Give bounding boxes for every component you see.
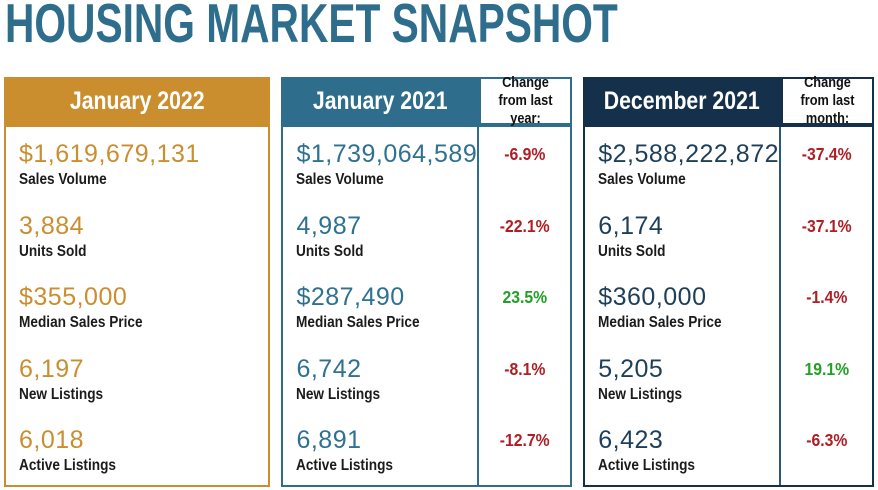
metric-label: Sales Volume <box>19 171 107 188</box>
metric-median-sales-price: $360,000 Median Sales Price <box>585 270 779 342</box>
change-cell: -6.9% <box>479 127 570 199</box>
panels-container: January 2022 $1,619,679,131 Sales Volume… <box>4 75 874 487</box>
metric-sales-volume: $2,588,222,872 Sales Volume <box>585 127 779 199</box>
panel-december-2021-header: December 2021 Change from last month: <box>583 75 874 127</box>
change-value: -8.1% <box>504 358 546 379</box>
change-value: -1.4% <box>805 287 848 308</box>
metric-value: $1,619,679,131 <box>19 140 200 168</box>
metric-value: 5,205 <box>598 354 664 383</box>
metric-value: $355,000 <box>19 283 128 312</box>
panel-january-2021-header: January 2021 Change from last year: <box>281 75 573 127</box>
metric-value: $1,739,064,589 <box>296 140 478 168</box>
panel-title: December 2021 <box>583 77 781 125</box>
panel-december-2021-body: $2,588,222,872 Sales Volume 6,174 Units … <box>583 125 874 487</box>
metric-label: Median Sales Price <box>19 314 143 332</box>
metric-value: 6,174 <box>598 211 664 240</box>
panel-january-2022-header: January 2022 <box>4 77 271 125</box>
change-from-last-year-header: Change from last year: <box>479 75 573 127</box>
metric-label: Sales Volume <box>598 171 686 188</box>
panel-title: January 2022 <box>4 77 270 125</box>
metric-label: Units Sold <box>296 242 364 260</box>
metric-value: 6,423 <box>598 426 664 455</box>
change-value: -6.9% <box>504 144 546 164</box>
metric-label: Units Sold <box>598 242 666 260</box>
change-cell: -8.1% <box>479 342 570 414</box>
panel-title-text: January 2021 <box>312 86 448 115</box>
metric-label: Units Sold <box>19 242 87 260</box>
metric-sales-volume: $1,619,679,131 Sales Volume <box>6 127 268 199</box>
metric-value: 4,987 <box>296 211 362 240</box>
metric-sales-volume: $1,739,064,589 Sales Volume <box>283 127 477 199</box>
change-value: -12.7% <box>499 430 550 451</box>
metric-units-sold: 6,174 Units Sold <box>585 199 779 271</box>
change-from-last-month-header: Change from last month: <box>781 75 874 127</box>
metric-new-listings: 6,197 New Listings <box>6 342 268 414</box>
metric-new-listings: 5,205 New Listings <box>585 342 779 414</box>
change-cell: -6.3% <box>781 413 872 485</box>
metrics-column: $1,619,679,131 Sales Volume 3,884 Units … <box>6 127 268 485</box>
change-cell: -37.4% <box>781 127 872 199</box>
metric-label: Median Sales Price <box>296 314 421 332</box>
metric-median-sales-price: $287,490 Median Sales Price <box>283 270 477 342</box>
metric-units-sold: 4,987 Units Sold <box>283 199 477 271</box>
metric-new-listings: 6,742 New Listings <box>283 342 477 414</box>
change-cell: 23.5% <box>479 270 570 342</box>
metric-value: $287,490 <box>296 283 405 312</box>
change-value: 19.1% <box>804 358 849 379</box>
metric-label: Active Listings <box>296 457 394 475</box>
metric-units-sold: 3,884 Units Sold <box>6 199 268 271</box>
metrics-column: $1,739,064,589 Sales Volume 4,987 Units … <box>283 127 477 485</box>
change-value: -6.3% <box>805 430 848 451</box>
change-value: -22.1% <box>499 215 550 236</box>
changes-column: -37.4% -37.1% -1.4% 19.1% -6.3% <box>779 127 872 485</box>
metric-label: Median Sales Price <box>598 314 722 332</box>
panel-december-2021: December 2021 Change from last month: $2… <box>583 75 874 487</box>
change-cell: -37.1% <box>781 199 872 271</box>
page-title: HOUSING MARKET SNAPSHOT <box>5 0 618 54</box>
change-value: -37.4% <box>801 144 852 164</box>
metric-active-listings: 6,891 Active Listings <box>283 413 477 485</box>
panel-january-2022: January 2022 $1,619,679,131 Sales Volume… <box>4 77 271 487</box>
metric-value: $2,588,222,872 <box>598 140 779 168</box>
metric-median-sales-price: $355,000 Median Sales Price <box>6 270 268 342</box>
metrics-column: $2,588,222,872 Sales Volume 6,174 Units … <box>585 127 779 485</box>
metric-label: Active Listings <box>598 457 696 475</box>
change-value: -37.1% <box>801 215 852 236</box>
metric-label: Active Listings <box>19 457 117 475</box>
panel-january-2021: January 2021 Change from last year: $1,7… <box>281 75 573 487</box>
metric-label: New Listings <box>19 385 104 403</box>
metric-value: 3,884 <box>19 211 85 240</box>
metric-label: New Listings <box>296 385 381 403</box>
panel-title-text: December 2021 <box>604 86 761 115</box>
panel-january-2021-body: $1,739,064,589 Sales Volume 4,987 Units … <box>281 125 573 487</box>
metric-value: 6,891 <box>296 426 362 455</box>
metric-active-listings: 6,423 Active Listings <box>585 413 779 485</box>
panel-title: January 2021 <box>281 77 479 125</box>
panel-january-2022-body: $1,619,679,131 Sales Volume 3,884 Units … <box>4 125 271 487</box>
metric-value: 6,742 <box>296 354 362 383</box>
change-cell: 19.1% <box>781 342 872 414</box>
metric-label: Sales Volume <box>296 171 385 188</box>
change-cell: -22.1% <box>479 199 570 271</box>
change-cell: -12.7% <box>479 413 570 485</box>
metric-value: $360,000 <box>598 283 707 312</box>
panel-title-text: January 2022 <box>69 86 205 115</box>
change-value: 23.5% <box>502 287 548 308</box>
metric-value: 6,197 <box>19 354 85 383</box>
metric-label: New Listings <box>598 385 683 403</box>
changes-column: -6.9% -22.1% 23.5% -8.1% -12.7% <box>477 127 570 485</box>
metric-active-listings: 6,018 Active Listings <box>6 413 268 485</box>
change-cell: -1.4% <box>781 270 872 342</box>
metric-value: 6,018 <box>19 426 85 455</box>
